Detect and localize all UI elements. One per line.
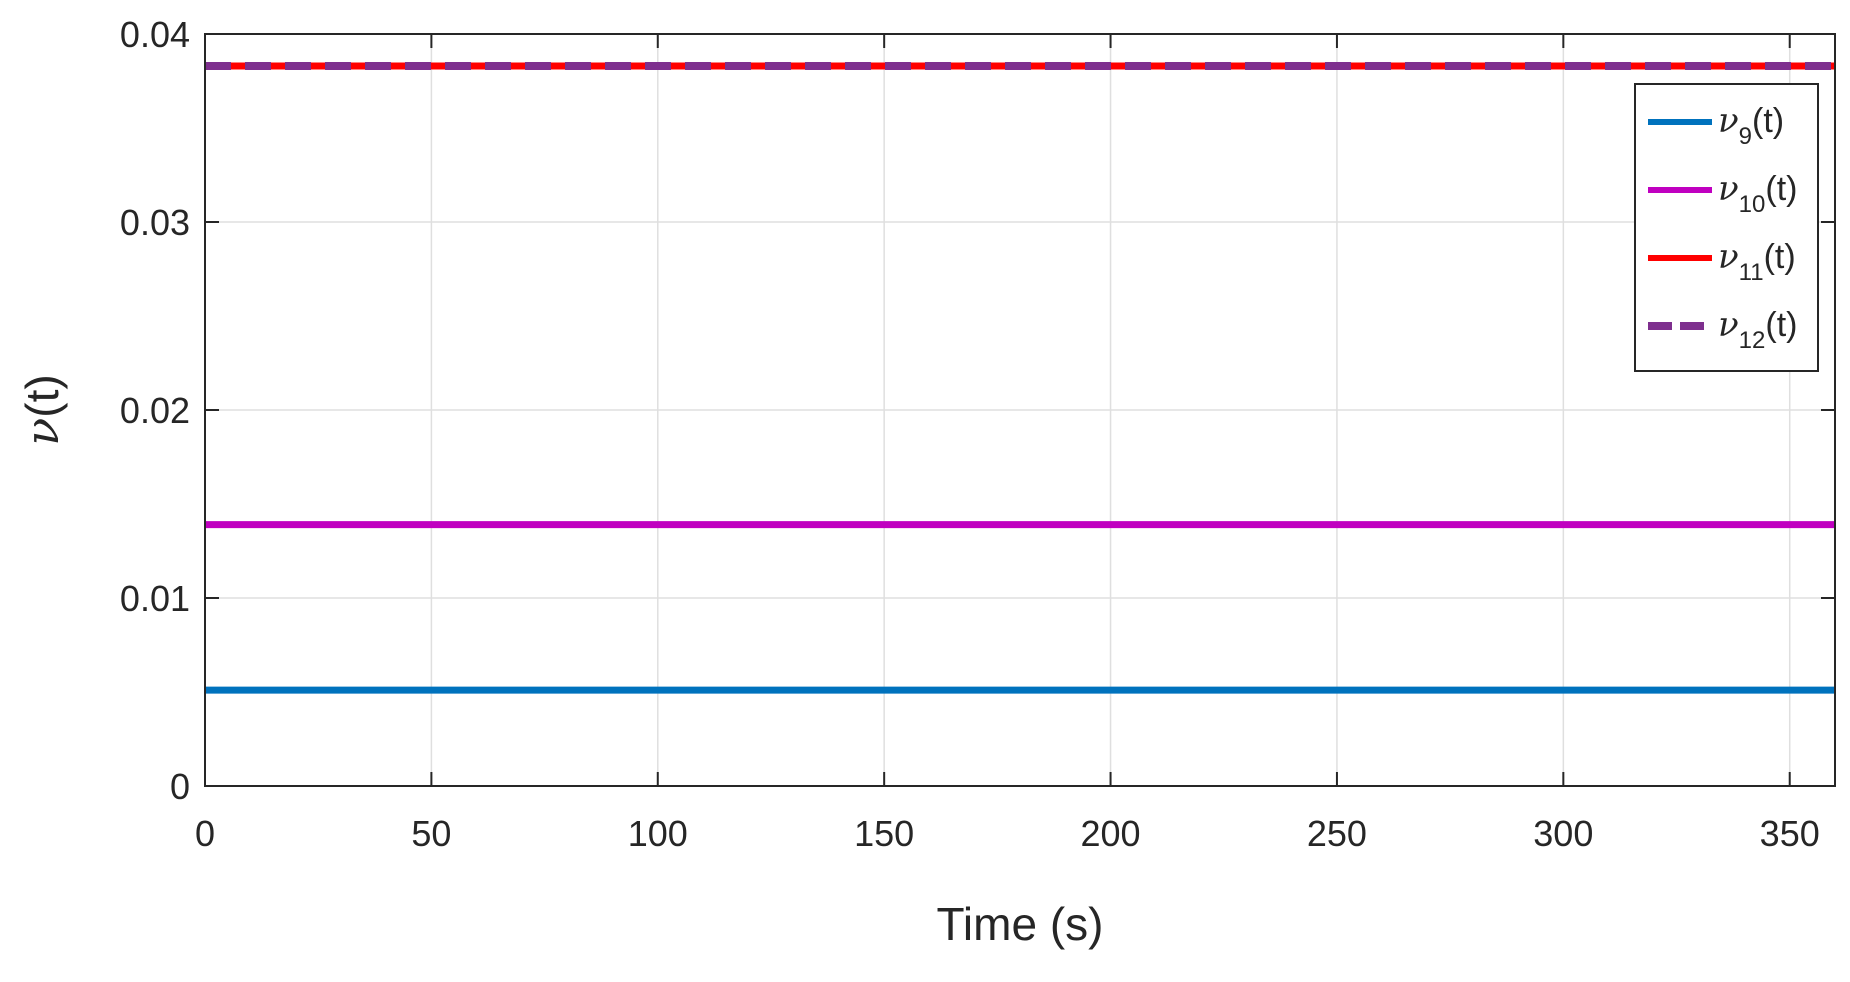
legend-subscript: 10 [1739, 191, 1766, 218]
x-tick-label: 200 [1081, 813, 1141, 854]
x-tick-label: 50 [411, 813, 451, 854]
legend-subscript: 11 [1739, 259, 1764, 286]
y-axis-title-symbol: ν [15, 418, 69, 446]
x-tick-label: 0 [195, 813, 215, 854]
y-tick-label: 0.03 [120, 202, 190, 243]
legend-symbol: ν [1718, 169, 1739, 209]
x-tick-label: 100 [628, 813, 688, 854]
x-tick-label: 350 [1760, 813, 1820, 854]
x-tick-label: 250 [1307, 813, 1367, 854]
legend-label-10: ν10(t) [1718, 169, 1797, 218]
legend-suffix: (t) [1752, 102, 1784, 140]
y-axis-title-suffix: (t) [16, 374, 68, 417]
x-tick-labels: 0 50 100 150 200 250 300 350 [195, 813, 1820, 854]
y-axis-title: ν(t) [15, 374, 69, 445]
legend-symbol: ν [1718, 305, 1739, 345]
legend-subscript: 12 [1739, 327, 1766, 354]
series-lines [205, 61, 1835, 694]
legend-label-9: ν9(t) [1718, 101, 1784, 150]
legend: ν9(t)ν10(t)ν11(t)ν12(t) [1634, 83, 1819, 372]
y-tick-label: 0.02 [120, 390, 190, 431]
legend-symbol: ν [1718, 237, 1739, 277]
legend-subscript: 9 [1739, 123, 1752, 150]
y-tick-labels: 0 0.01 0.02 0.03 0.04 [120, 14, 190, 807]
legend-label-12: ν12(t) [1718, 305, 1797, 354]
legend-label-11: ν11(t) [1718, 237, 1796, 286]
x-axis-title: Time (s) [937, 898, 1104, 950]
y-tick-label: 0.04 [120, 14, 190, 55]
y-tick-label: 0 [170, 766, 190, 807]
tick-marks [204, 33, 1835, 787]
x-tick-label: 150 [854, 813, 914, 854]
y-tick-label: 0.01 [120, 578, 190, 619]
legend-suffix: (t) [1764, 238, 1796, 276]
legend-suffix: (t) [1765, 170, 1797, 208]
legend-symbol: ν [1718, 101, 1739, 141]
x-tick-label: 300 [1533, 813, 1593, 854]
legend-suffix: (t) [1765, 306, 1797, 344]
